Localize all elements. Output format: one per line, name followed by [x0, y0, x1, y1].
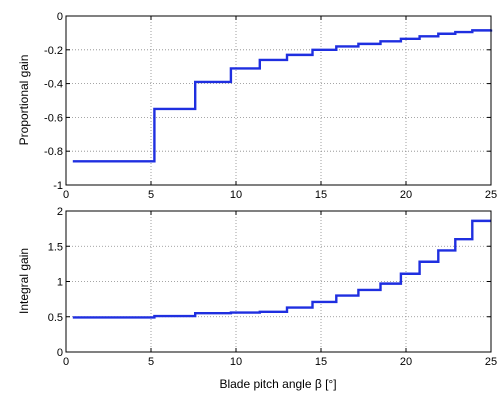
x-tick-label: 5 — [148, 356, 154, 368]
y-tick-label: -0.6 — [44, 112, 63, 124]
y-tick-label: 2 — [57, 206, 63, 218]
x-tick-label: 25 — [485, 189, 497, 201]
y-tick-label: -0.2 — [44, 45, 63, 57]
x-tick-label: 15 — [315, 189, 327, 201]
y-axis-label: Proportional gain — [17, 55, 31, 146]
y-tick-label: 0.5 — [48, 312, 63, 324]
x-axis-label: Blade pitch angle β [°] — [219, 377, 336, 391]
proportional-gain-panel: 0 5 10 15 20 25 -1 -0.8 -0.6 -0.4 -0.2 0 Proportion… — [17, 11, 497, 201]
gain-step-line — [72, 29, 493, 163]
series-group — [72, 29, 493, 163]
x-tick-label: 25 — [485, 356, 497, 368]
grid — [66, 211, 491, 352]
plot-area — [66, 16, 491, 185]
x-tick-label: 5 — [148, 189, 154, 201]
y-tick-label: 1.5 — [48, 241, 63, 253]
ticks: 0 5 10 15 20 25 -1 -0.8 -0.6 -0.4 -0.2 0 — [44, 11, 497, 201]
gain-step-line — [72, 219, 491, 319]
x-tick-label: 10 — [230, 189, 242, 201]
plot-frame — [65, 15, 492, 186]
x-tick-label: 10 — [230, 356, 242, 368]
y-axis-label: Integral gain — [17, 248, 31, 314]
y-tick-label: 0 — [57, 347, 63, 359]
x-tick-label: 20 — [400, 356, 412, 368]
y-tick-label: 0 — [57, 11, 63, 23]
grid — [66, 16, 491, 185]
y-tick-label: -1 — [53, 180, 63, 192]
y-tick-label: -0.4 — [44, 79, 63, 91]
x-tick-label: 0 — [63, 356, 69, 368]
y-tick-label: -0.8 — [44, 146, 63, 158]
x-tick-label: 15 — [315, 356, 327, 368]
integral-gain-panel: 0 5 10 15 20 25 0 0.5 1 1.5 2 Integral gain Blade … — [17, 206, 497, 391]
series-group — [72, 219, 491, 319]
ticks: 0 5 10 15 20 25 0 0.5 1 1.5 2 — [48, 206, 497, 368]
y-tick-label: 1 — [57, 277, 63, 289]
x-tick-label: 20 — [400, 189, 412, 201]
x-tick-label: 0 — [63, 189, 69, 201]
